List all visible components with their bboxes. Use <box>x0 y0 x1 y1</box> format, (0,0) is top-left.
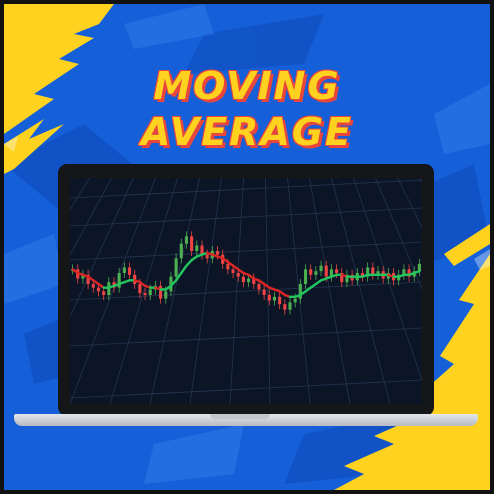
candle <box>184 236 189 244</box>
candle <box>345 274 349 283</box>
candle <box>174 258 178 277</box>
grid-line <box>70 379 422 399</box>
candle <box>91 284 95 288</box>
moving-average-segment <box>174 271 183 282</box>
candle <box>190 236 194 251</box>
title-line-2: AVERAGE <box>140 110 353 154</box>
grid-line <box>70 179 422 199</box>
moving-average-segment <box>169 279 178 288</box>
moving-average-line <box>71 251 421 299</box>
candle <box>205 254 209 259</box>
candle <box>96 287 101 292</box>
grid-line <box>419 178 422 184</box>
candle <box>247 278 251 283</box>
moving-average-segment <box>185 258 193 267</box>
title-line-1: MOVING <box>153 64 341 108</box>
chart-grid <box>70 178 422 404</box>
candle <box>319 265 323 272</box>
candle <box>324 265 328 277</box>
laptop-lid <box>58 164 434 416</box>
candle <box>272 296 277 301</box>
candle <box>417 263 421 272</box>
yellow-brush-stroke-bottom-right <box>334 224 490 490</box>
grid-line <box>287 178 311 404</box>
candle <box>241 276 245 283</box>
grid-line <box>229 178 244 404</box>
candle <box>314 271 318 275</box>
candle <box>283 304 287 310</box>
candle <box>215 251 220 255</box>
grid-line <box>70 327 422 347</box>
candlestick-chart <box>70 178 422 404</box>
candle <box>360 273 365 277</box>
grid-line <box>149 178 200 404</box>
candle <box>164 291 168 299</box>
candle <box>86 274 90 284</box>
candle <box>143 293 147 295</box>
grid-line <box>331 178 391 404</box>
candle <box>257 284 261 290</box>
poster: MOVING AVERAGE <box>0 0 494 494</box>
candle <box>340 273 344 283</box>
candle <box>407 269 411 277</box>
grid-line <box>189 178 222 404</box>
moving-average-segment <box>413 269 421 275</box>
grid-line <box>70 241 422 261</box>
laptop-base <box>14 414 478 426</box>
candle <box>329 269 333 277</box>
grid-line <box>375 178 422 291</box>
grid-line <box>70 178 134 318</box>
laptop-notch <box>210 414 270 419</box>
grid-line <box>353 178 422 382</box>
candle <box>179 243 183 259</box>
candle <box>293 298 297 303</box>
candle <box>278 296 282 305</box>
grid-line <box>309 178 351 404</box>
grid-line <box>70 178 112 257</box>
candle <box>226 263 230 270</box>
moving-average-segment <box>180 264 188 275</box>
candle <box>127 267 132 275</box>
grid-line <box>70 178 156 404</box>
candle <box>303 269 308 284</box>
candle <box>138 284 142 294</box>
candle <box>148 289 152 295</box>
candle <box>200 245 204 255</box>
grid-line <box>397 178 422 229</box>
grid-line <box>70 207 422 227</box>
candle <box>102 291 106 295</box>
candle <box>122 267 126 273</box>
candle <box>376 271 380 275</box>
candle <box>159 285 163 299</box>
candle <box>298 284 302 299</box>
candle <box>252 278 256 284</box>
candle <box>195 245 199 251</box>
candle <box>288 302 292 310</box>
candle <box>402 269 406 275</box>
yellow-brush-stroke-top-left <box>4 4 114 174</box>
grid-line <box>109 178 178 404</box>
candle <box>236 273 240 277</box>
candle <box>117 273 121 288</box>
candle <box>231 269 235 273</box>
grid-line <box>70 178 90 211</box>
candle <box>335 269 339 273</box>
candle <box>262 289 266 295</box>
candle <box>267 295 271 301</box>
candle <box>169 276 173 292</box>
grid-line <box>70 281 422 301</box>
candle <box>309 269 313 275</box>
candle <box>81 274 85 279</box>
laptop-screen <box>70 178 422 404</box>
candle <box>371 267 375 275</box>
candle <box>366 267 370 277</box>
